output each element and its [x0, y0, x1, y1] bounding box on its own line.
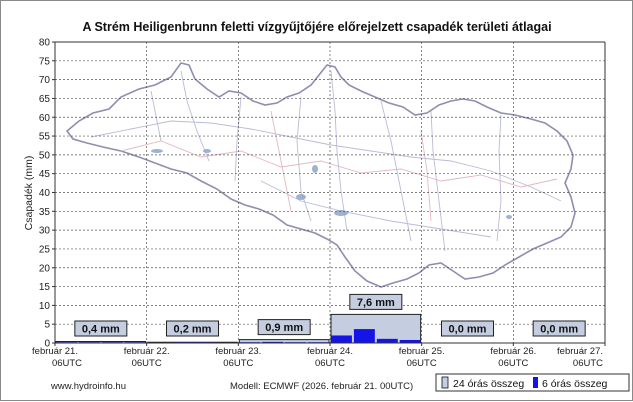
x-tick-label-day: február 26. [490, 346, 536, 357]
y-tick-label: 75 [39, 56, 51, 67]
x-tick-label-time: 06UTC [573, 358, 603, 369]
catchment-map-background [65, 62, 576, 288]
daily-total-label: 0,0 mm [540, 324, 578, 336]
x-tick-label-time: 06UTC [498, 358, 528, 369]
y-tick-label: 0 [44, 339, 50, 350]
daily-total-label-box [257, 319, 311, 336]
y-tick-label: 45 [39, 169, 51, 180]
map-rivers [90, 70, 562, 252]
y-tick-label: 55 [39, 132, 51, 143]
daily-total-label: 0,0 mm [449, 324, 487, 336]
y-tick-label: 65 [39, 94, 51, 105]
y-tick-label: 5 [44, 320, 50, 331]
legend: 24 órás összeg 6 órás összeg [435, 373, 630, 392]
daily-total-labels: 0,4 mm 0,2 mm 0,9 mm 7,6 mm 0,0 mm 0,0 mm [74, 293, 586, 337]
legend-swatch-24h [441, 376, 449, 389]
daily-total-bars [55, 313, 422, 344]
y-tick-label: 20 [39, 263, 51, 274]
daily-total-label-box [441, 320, 494, 337]
x-tick-label-time: 06UTC [52, 358, 82, 369]
x-tick-label-day: február 22. [124, 346, 170, 357]
y-tick-label: 10 [39, 301, 51, 312]
y-tick-label: 40 [39, 188, 51, 199]
x-tick-label-day: február 21. [32, 346, 78, 357]
legend-label-6h: 6 órás összeg [542, 378, 608, 390]
y-tick-label: 25 [39, 244, 51, 255]
daily-total-label-box [532, 320, 586, 337]
footer-model: Modell: ECMWF (2026. február 21. 00UTC) [230, 381, 413, 392]
x-tick-label-time: 06UTC [315, 358, 345, 369]
legend-swatch-6h [533, 377, 538, 388]
y-tick-label: 50 [39, 150, 51, 161]
y-tick-label: 80 [39, 38, 51, 49]
y-tick-label: 70 [39, 75, 51, 86]
six-hourly-bar [353, 329, 375, 343]
daily-total-label-box [349, 293, 403, 310]
map-roads [120, 110, 558, 222]
legend-label-24h: 24 órás összeg [453, 378, 524, 390]
daily-total-label: 7,6 mm [357, 297, 395, 309]
daily-total-label: 0,4 mm [82, 324, 120, 336]
x-tick-label-day: február 25. [399, 346, 445, 357]
legend-box [435, 373, 630, 392]
daily-total-label: 0,2 mm [174, 324, 212, 336]
x-tick-label-time: 06UTC [407, 358, 437, 369]
chart-title: A Strém Heiligenbrunn feletti vízgyűjtőj… [82, 20, 551, 34]
y-tick-label: 35 [39, 207, 51, 218]
y-tick-label: 15 [39, 282, 51, 293]
y-axis-ticks: 0 5 10 15 20 25 30 35 40 45 50 55 60 65 70 75 80 [39, 38, 55, 350]
x-tick-label-time: 06UTC [132, 358, 162, 369]
x-tick-label-day: február 23. [215, 346, 261, 357]
y-tick-label: 30 [39, 226, 51, 237]
daily-total-label-box [166, 320, 219, 337]
y-tick-label: 60 [39, 113, 51, 124]
x-tick-label-day: február 24. [307, 346, 353, 357]
x-tick-label-time: 06UTC [223, 358, 253, 369]
catchment-outline [65, 62, 576, 288]
y-axis-label: Csapadék (mm) [23, 156, 35, 231]
six-hourly-bar [331, 335, 352, 343]
six-hourly-bar [262, 341, 284, 343]
six-hourly-bar [399, 339, 421, 343]
footer-website: www.hydroinfo.hu [50, 381, 126, 392]
daily-total-label: 0,9 mm [265, 322, 303, 334]
x-tick-label-day: február 27. [557, 346, 603, 357]
six-hourly-bar [376, 338, 398, 343]
daily-total-label-box [74, 320, 128, 337]
